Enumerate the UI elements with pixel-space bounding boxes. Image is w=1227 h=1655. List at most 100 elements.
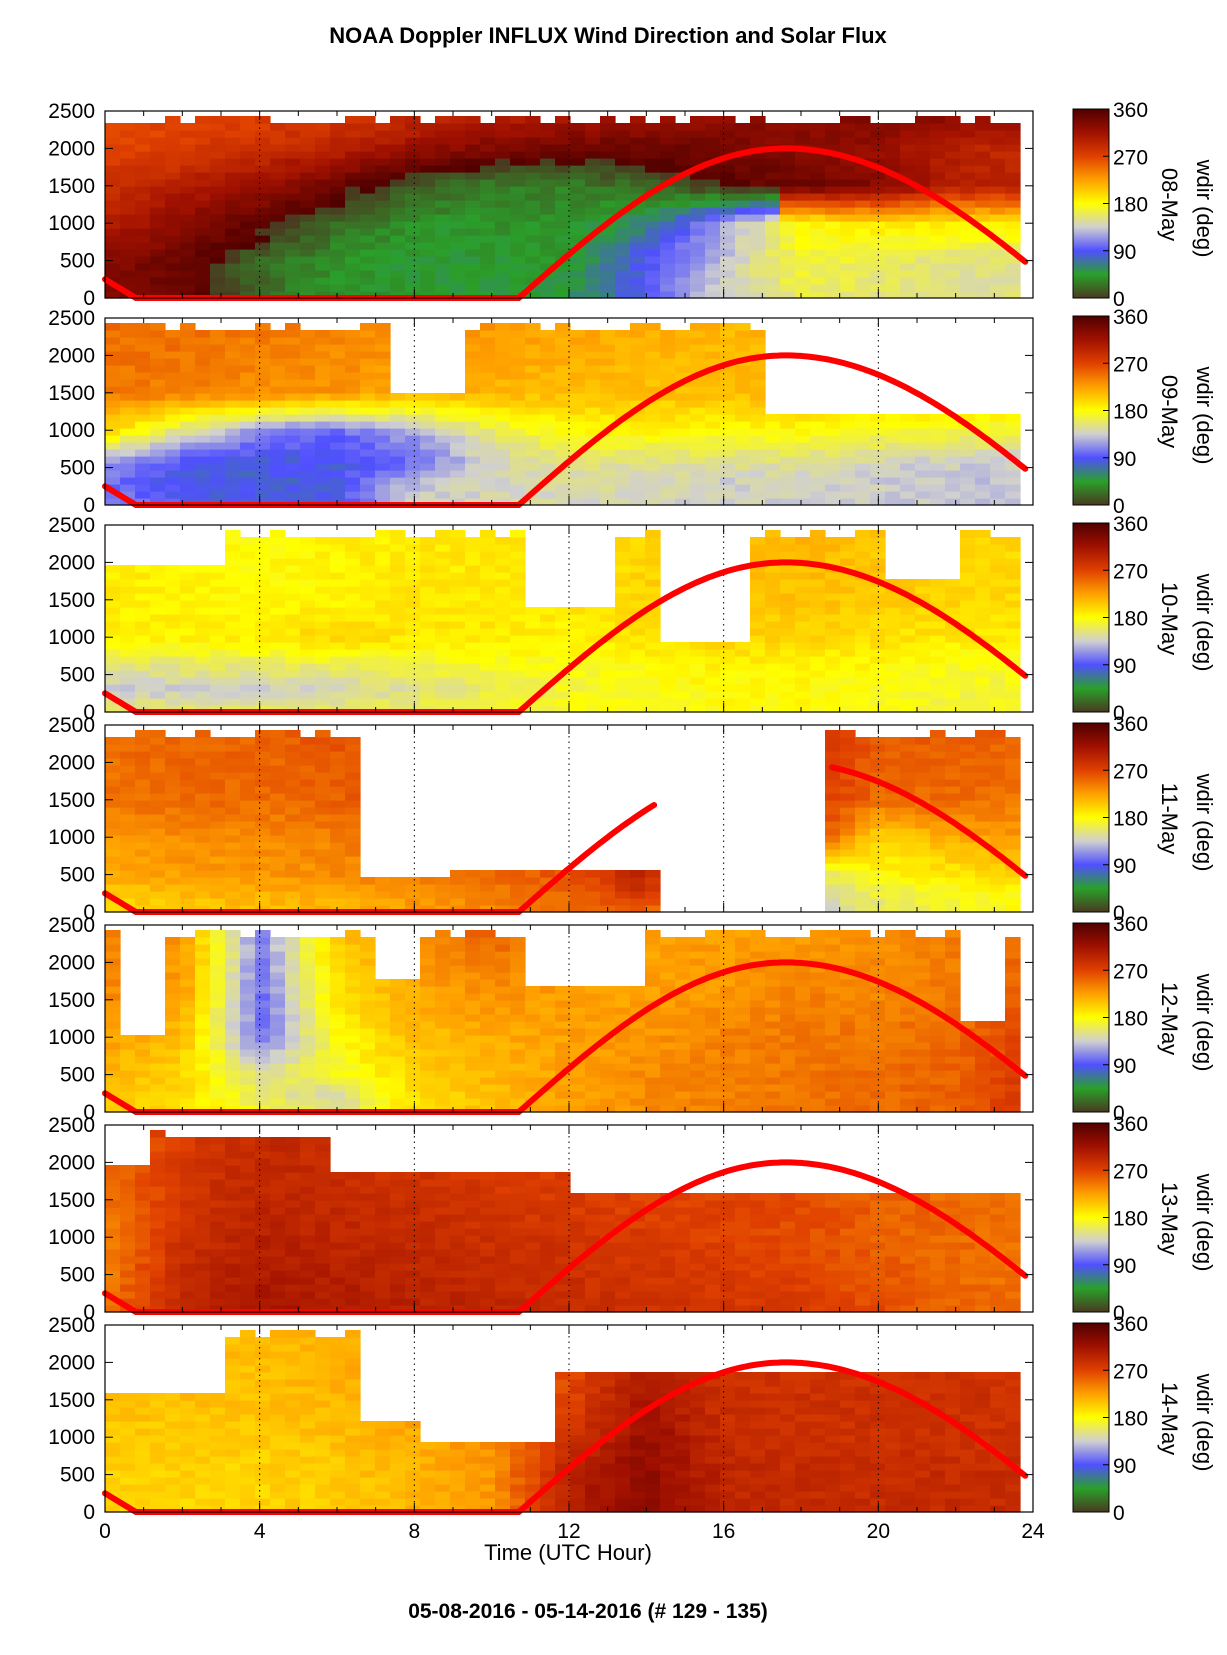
heatmap-cell xyxy=(735,670,751,678)
heatmap-cell xyxy=(330,856,346,864)
heatmap-cell xyxy=(225,284,241,292)
heatmap-cell xyxy=(975,179,991,187)
heatmap-cell xyxy=(405,428,421,436)
heatmap-cell xyxy=(990,277,1006,285)
heatmap-cell xyxy=(525,607,541,615)
heatmap-cell xyxy=(330,593,346,601)
heatmap-cell xyxy=(330,821,346,829)
heatmap-cell xyxy=(525,428,541,436)
heatmap-cell xyxy=(660,498,676,506)
heatmap-cell xyxy=(600,263,616,271)
heatmap-cell xyxy=(375,414,391,422)
y-tick-label: 2000 xyxy=(48,551,95,574)
heatmap-cell xyxy=(210,621,226,629)
heatmap-cell xyxy=(720,470,736,478)
heatmap-cell xyxy=(210,242,226,250)
heatmap-cell xyxy=(630,291,646,299)
heatmap-cell xyxy=(930,123,946,131)
heatmap-cell xyxy=(510,663,526,671)
heatmap-cell xyxy=(750,123,766,131)
heatmap-cell xyxy=(825,463,841,471)
heatmap-cell xyxy=(960,249,976,257)
heatmap-cell xyxy=(375,428,391,436)
heatmap-cell xyxy=(225,165,241,173)
heatmap-cell xyxy=(780,607,796,615)
heatmap-cell xyxy=(765,663,781,671)
heatmap-cell xyxy=(120,877,136,885)
heatmap-cell xyxy=(420,214,436,222)
heatmap-cell xyxy=(390,884,406,892)
heatmap-cell xyxy=(435,284,451,292)
heatmap-cell xyxy=(105,291,121,299)
heatmap-cell xyxy=(315,330,331,338)
heatmap-cell xyxy=(255,344,271,352)
heatmap-cell xyxy=(885,449,901,457)
heatmap-cell xyxy=(420,151,436,159)
heatmap-cell xyxy=(735,214,751,222)
heatmap-cell xyxy=(435,877,451,885)
heatmap-cell xyxy=(180,228,196,236)
heatmap-cell xyxy=(270,263,286,271)
heatmap-cell xyxy=(360,116,376,124)
heatmap-cell xyxy=(300,442,316,450)
heatmap-cell xyxy=(960,600,976,608)
heatmap-cell xyxy=(255,330,271,338)
heatmap-cell xyxy=(705,705,721,713)
heatmap-cell xyxy=(540,200,556,208)
heatmap-cell xyxy=(255,807,271,815)
heatmap-cell xyxy=(780,442,796,450)
heatmap-cell xyxy=(165,263,181,271)
heatmap-cell xyxy=(690,705,706,713)
heatmap-cell xyxy=(510,284,526,292)
heatmap-cell xyxy=(960,435,976,443)
heatmap-cell xyxy=(615,698,631,706)
heatmap-cell xyxy=(855,684,871,692)
heatmap-cell xyxy=(915,670,931,678)
heatmap-cell xyxy=(375,656,391,664)
heatmap-cell xyxy=(390,684,406,692)
heatmap-cell xyxy=(630,684,646,692)
heatmap-cell xyxy=(390,484,406,492)
heatmap-cell xyxy=(510,270,526,278)
heatmap-cell xyxy=(690,649,706,657)
heatmap-cell xyxy=(600,414,616,422)
heatmap-cell xyxy=(840,421,856,429)
heatmap-cell xyxy=(255,551,271,559)
heatmap-cell xyxy=(195,670,211,678)
heatmap-cell xyxy=(405,600,421,608)
heatmap-cell xyxy=(255,821,271,829)
heatmap-cell xyxy=(660,670,676,678)
heatmap-cell xyxy=(525,344,541,352)
heatmap-cell xyxy=(120,821,136,829)
heatmap-cell xyxy=(960,491,976,499)
heatmap-cell xyxy=(645,656,661,664)
heatmap-cell xyxy=(135,330,151,338)
heatmap-cell xyxy=(480,256,496,264)
heatmap-cell xyxy=(105,572,121,580)
heatmap-cell xyxy=(675,684,691,692)
heatmap-cell xyxy=(660,228,676,236)
heatmap-cell xyxy=(450,905,466,913)
heatmap-cell xyxy=(525,270,541,278)
heatmap-cell xyxy=(735,428,751,436)
heatmap-cell xyxy=(945,193,961,201)
heatmap-cell xyxy=(105,207,121,215)
heatmap-cell xyxy=(225,551,241,559)
heatmap-cell xyxy=(690,263,706,271)
heatmap-cell xyxy=(135,656,151,664)
heatmap-cell xyxy=(555,235,571,243)
heatmap-cell xyxy=(510,123,526,131)
heatmap-cell xyxy=(735,491,751,499)
heatmap-cell xyxy=(195,814,211,822)
heatmap-cell xyxy=(585,470,601,478)
heatmap-cell xyxy=(555,635,571,643)
heatmap-cell xyxy=(210,663,226,671)
heatmap-cell xyxy=(600,628,616,636)
heatmap-cell xyxy=(330,772,346,780)
heatmap-cell xyxy=(600,284,616,292)
heatmap-cell xyxy=(405,449,421,457)
heatmap-cell xyxy=(135,635,151,643)
heatmap-cell xyxy=(1005,291,1021,299)
colorbar-tick-label: 180 xyxy=(1113,401,1148,424)
heatmap-cell xyxy=(885,579,901,587)
